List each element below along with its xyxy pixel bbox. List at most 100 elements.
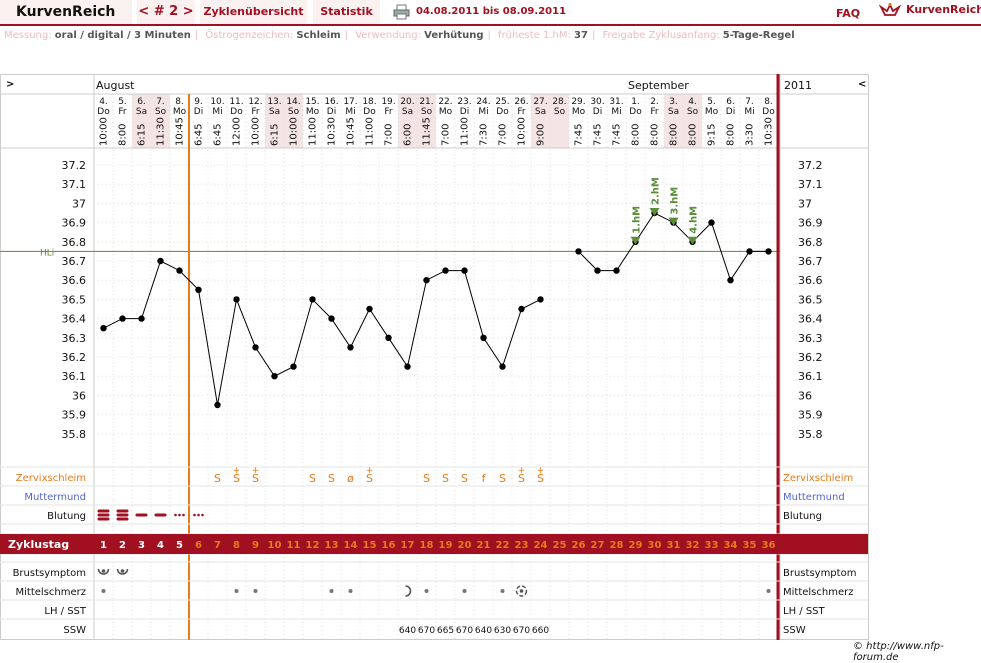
bleeding-light xyxy=(182,513,185,517)
measure-time: 10:00 xyxy=(99,117,110,146)
measure-time: 7:45 xyxy=(612,124,623,146)
zervix-symbol: ø xyxy=(347,472,354,485)
zervix-symbol: S xyxy=(499,472,506,485)
weekday: Mi xyxy=(744,107,754,117)
y-tick-label-right: 36.7 xyxy=(798,255,823,268)
measure-time: 6:15 xyxy=(270,124,281,146)
tab-zyklenuebersicht[interactable]: Zyklenübersicht xyxy=(200,0,307,24)
measure-time: 7:30 xyxy=(479,124,490,146)
weekday: Mo xyxy=(439,107,453,117)
temperature-point xyxy=(328,315,335,322)
weekend-header-shade xyxy=(151,94,170,148)
day-number: 23. xyxy=(457,97,471,107)
cycle-navigator[interactable]: < # 2 > xyxy=(137,0,195,24)
weekday: Sa xyxy=(535,107,546,117)
right-row-label: LH / SST xyxy=(783,606,826,617)
bleeding-medium xyxy=(135,513,148,517)
day-number: 10. xyxy=(210,97,224,107)
weekday: So xyxy=(155,107,167,117)
weekday: Sa xyxy=(668,107,679,117)
measure-time: 8:00 xyxy=(688,124,699,146)
weekday: So xyxy=(554,107,566,117)
day-number: 29. xyxy=(571,97,585,107)
weekend-header-shade xyxy=(265,94,284,148)
temperature-point xyxy=(138,315,145,322)
zervix-plus: + xyxy=(366,466,374,476)
temperature-point xyxy=(423,277,430,284)
weekday: Fr xyxy=(118,107,127,117)
day-number: 6. xyxy=(137,97,146,107)
weekend-header-shade xyxy=(531,94,550,148)
empty-day-shade xyxy=(550,94,569,148)
zervix-symbol: S xyxy=(423,472,430,485)
weekday: Do xyxy=(762,107,775,117)
nav-prev-arrow: > xyxy=(6,79,14,90)
y-tick-label-left: 37.2 xyxy=(62,159,87,172)
temperature-point xyxy=(461,267,468,274)
measure-time: 8:00 xyxy=(726,124,737,146)
fhm-label: früheste 1.hM: xyxy=(498,30,571,41)
printer-icon[interactable] xyxy=(393,4,410,20)
zervix-row-label: Zervixschleim xyxy=(16,473,86,484)
measure-time: 10:00 xyxy=(517,117,528,146)
weekend-header-shade xyxy=(664,94,683,148)
day-number: 3. xyxy=(669,97,678,107)
breast-symptom-mark xyxy=(116,568,129,575)
zyklustag-number: 19 xyxy=(439,540,453,551)
ssw-value: 630 xyxy=(494,626,511,636)
right-row-label: Zervixschleim xyxy=(783,473,853,484)
weekday: Do xyxy=(496,107,509,117)
measure-time: 11:00 xyxy=(460,117,471,146)
zyklustag-number: 5 xyxy=(176,540,183,551)
day-number: 21. xyxy=(419,97,433,107)
coverline-label: HLi xyxy=(40,248,54,258)
temperature-point xyxy=(214,401,221,409)
day-number: 20. xyxy=(400,97,414,107)
day-number: 1. xyxy=(631,97,640,107)
temperature-point xyxy=(100,325,107,332)
y-tick-label-right: 36.4 xyxy=(798,313,823,326)
brand-title[interactable]: KurvenReich xyxy=(0,0,132,24)
y-tick-label-right: 37.1 xyxy=(798,178,823,191)
zervix-symbol: S xyxy=(366,472,373,485)
day-number: 8. xyxy=(764,97,773,107)
mittelschmerz-ring xyxy=(515,585,528,597)
weekday: Mo xyxy=(306,107,320,117)
day-number: 30. xyxy=(590,97,604,107)
verwendung-value: Verhütung xyxy=(424,30,484,41)
tab-statistik[interactable]: Statistik xyxy=(313,0,380,24)
temperature-point xyxy=(442,267,449,274)
temperature-point xyxy=(746,248,753,255)
y-tick-label-right: 36.1 xyxy=(798,370,823,383)
y-tick-label-right: 37 xyxy=(798,197,812,210)
oestrogen-label: Östrogenzeichen: xyxy=(205,30,294,41)
weekend-header-shade xyxy=(398,94,417,148)
day-number: 24. xyxy=(476,97,490,107)
day-number: 7. xyxy=(156,97,165,107)
weekday: Di xyxy=(327,107,336,117)
zervix-symbol: S xyxy=(328,472,335,485)
blutung-row-label: Blutung xyxy=(47,511,86,522)
zyklustag-number: 12 xyxy=(306,540,320,551)
lh-row-label: LH / SST xyxy=(44,606,87,617)
weekday: Di xyxy=(460,107,469,117)
day-number: 28. xyxy=(552,97,566,107)
ssw-value: 670 xyxy=(513,626,530,636)
zyklustag-number: 24 xyxy=(534,540,548,551)
logo-text[interactable]: KurvenReich xyxy=(906,3,981,16)
month-label: September xyxy=(628,79,689,92)
y-tick-label-left: 36.3 xyxy=(62,332,87,345)
weekend-header-shade xyxy=(132,94,151,148)
y-tick-label-left: 35.9 xyxy=(62,409,87,422)
temperature-point xyxy=(366,305,373,313)
faq-link[interactable]: FAQ xyxy=(836,7,861,20)
temperature-point xyxy=(157,257,164,265)
temperature-point xyxy=(119,315,126,322)
day-number: 7. xyxy=(745,97,754,107)
measure-time: 7:45 xyxy=(574,124,585,146)
temperature-point xyxy=(385,334,392,341)
day-number: 6. xyxy=(726,97,735,107)
temperature-point xyxy=(575,248,582,255)
day-number: 9. xyxy=(194,97,203,107)
zyklustag-number: 7 xyxy=(214,540,221,551)
